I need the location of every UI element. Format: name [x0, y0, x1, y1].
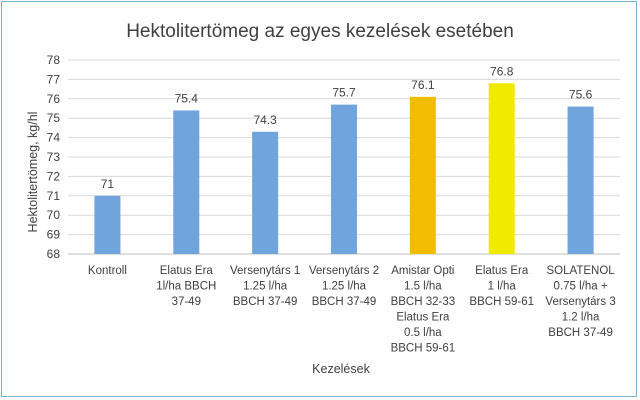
data-label: 76.1 — [411, 78, 435, 92]
category-label-line: BBCH 59-61 — [469, 296, 534, 308]
category-label-line: BBCH 32-33 — [391, 296, 456, 308]
y-tick-label: 74 — [47, 131, 61, 145]
category-label: Elatus Era 1 l/ha BBCH 59-61 — [469, 265, 534, 308]
data-label: 75.4 — [175, 91, 199, 105]
bars — [94, 83, 594, 255]
data-label: 75.7 — [332, 86, 356, 100]
y-tick-label: 78 — [47, 53, 61, 67]
y-tick-label: 72 — [47, 169, 61, 183]
y-tick-label: 75 — [47, 111, 61, 125]
category-label-line: 1.25 l/ha — [243, 281, 288, 293]
bar — [331, 104, 357, 255]
category-label-line: Elatus Era — [396, 312, 450, 324]
category-label-line: SOLATENOL — [546, 265, 615, 277]
bar — [409, 96, 436, 254]
bar — [94, 195, 121, 254]
y-tick-label: 77 — [47, 72, 61, 86]
data-label: 71 — [101, 177, 115, 191]
bar — [567, 106, 594, 254]
y-tick-label: 73 — [47, 150, 61, 164]
gridlines — [68, 59, 620, 255]
data-label: 75.6 — [569, 88, 593, 102]
category-label-line: Versenytárs 1 — [230, 265, 300, 277]
category-label-line: 1 l/ha — [488, 281, 517, 293]
category-label-line: BBCH 37-49 — [548, 327, 613, 339]
category-label-line: BBCH 37-49 — [233, 296, 298, 308]
category-label: Versenytárs 2 1.25 l/ha BBCH 37-49 — [309, 265, 379, 308]
category-label-line: Elatus Era — [475, 265, 529, 277]
y-tick-label: 69 — [47, 228, 61, 242]
data-labels: 71 75.4 74.3 75.7 76.1 76.8 75.6 — [101, 64, 593, 191]
category-label-line: 0.75 l/ha + — [554, 281, 608, 293]
category-label-line: 1.5 l/ha — [404, 281, 442, 293]
y-axis-ticks: 68 69 70 71 72 73 74 75 76 77 78 — [47, 53, 61, 261]
category-label: SOLATENOL 0.75 l/ha + Versenytárs 3 1.2 l/h… — [545, 265, 615, 339]
category-label-line: BBCH 59-61 — [391, 343, 456, 355]
category-label-line: Versenytárs 2 — [309, 265, 379, 277]
y-tick-label: 70 — [47, 208, 61, 222]
data-label: 74.3 — [253, 113, 277, 127]
y-axis-title: Hektolitertömeg, kg/hl — [26, 112, 40, 233]
category-label-line: 37-49 — [172, 296, 201, 308]
category-label-line: Elatus Era — [160, 265, 214, 277]
category-label-line: 1.2 l/ha — [562, 312, 600, 324]
x-axis-title: Kezelések — [312, 362, 370, 376]
category-label-line: Amistar Opti — [391, 265, 454, 277]
y-tick-label: 71 — [47, 189, 61, 203]
category-label: Versenytárs 1 1.25 l/ha BBCH 37-49 — [230, 265, 300, 308]
chart-title: Hektolitertömeg az egyes kezelések eseté… — [126, 21, 514, 42]
bar — [252, 131, 279, 254]
y-tick-label: 68 — [47, 247, 61, 261]
category-label-line: Versenytárs 3 — [545, 296, 615, 308]
category-label-line: Kontroll — [88, 265, 127, 277]
category-label-line: BBCH 37-49 — [312, 296, 377, 308]
category-label: Elatus Era 1l/ha BBCH 37-49 — [156, 265, 216, 308]
category-label: Kontroll — [88, 265, 127, 277]
category-label-line: 0.5 l/ha — [404, 327, 442, 339]
data-label: 76.8 — [490, 64, 514, 78]
category-label-line: 1l/ha BBCH — [156, 281, 216, 293]
category-label: Amistar Opti 1.5 l/ha BBCH 32-33 Elatus Era… — [391, 265, 456, 355]
bar — [173, 110, 200, 254]
bar — [488, 83, 515, 254]
category-label-line: 1.25 l/ha — [322, 281, 367, 293]
y-tick-label: 76 — [47, 92, 61, 106]
x-axis-categories: Kontroll Elatus Era 1l/ha BBCH 37-49 Verseny… — [88, 265, 616, 355]
